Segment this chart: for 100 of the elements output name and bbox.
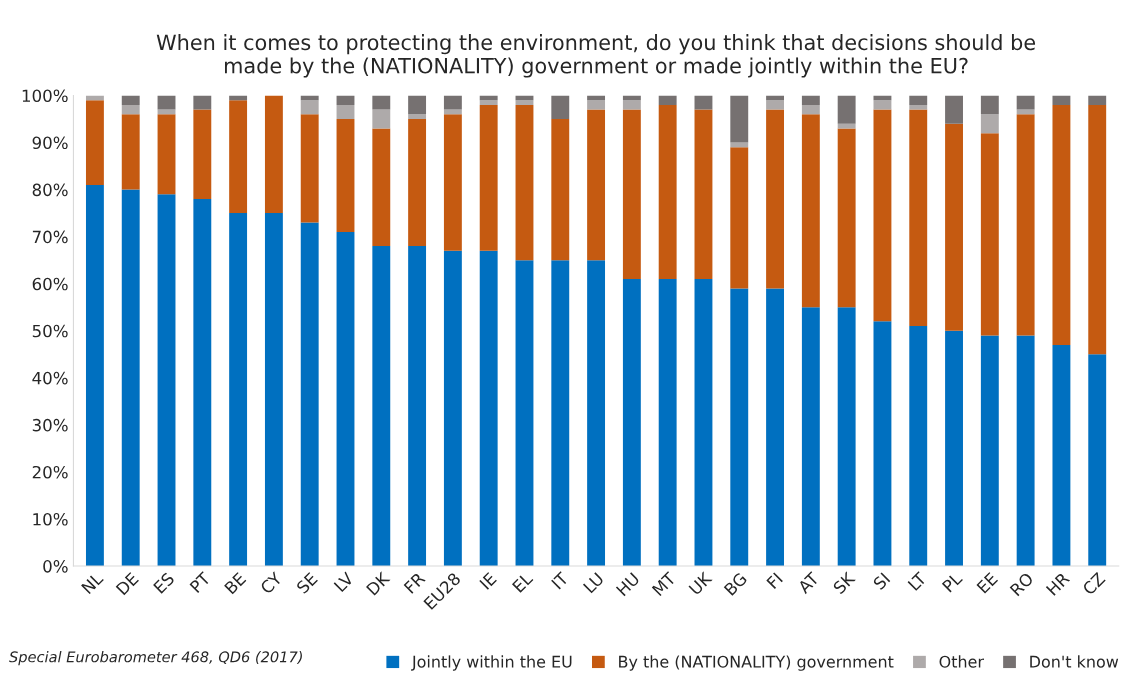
bar (801, 95, 820, 105)
bar (408, 95, 427, 115)
bar (479, 250, 498, 567)
bar (622, 100, 641, 110)
bar (909, 104, 928, 110)
bar (873, 100, 892, 110)
y-tick-label: 80% (32, 183, 68, 197)
bar (300, 114, 319, 223)
x-tick-label: EE (976, 572, 999, 594)
x-tick-label: EL (511, 571, 534, 593)
bar (909, 326, 928, 567)
x-tick-label: BG (723, 572, 748, 596)
bar (372, 109, 391, 129)
bar (408, 246, 427, 567)
bar (193, 109, 212, 200)
bar (515, 260, 534, 567)
bar (980, 335, 999, 567)
bar (587, 100, 606, 110)
bar (443, 114, 462, 251)
x-tick-label: IE (479, 572, 497, 590)
y-tick-label: 20% (32, 465, 68, 479)
bar (801, 104, 820, 115)
x-tick-label: FI (766, 572, 783, 589)
bar (801, 114, 820, 308)
bar (121, 104, 140, 115)
y-tick-label: 90% (32, 136, 68, 150)
x-tick-label: LT (907, 571, 928, 591)
x-tick-label: BE (224, 572, 247, 595)
bar (443, 95, 462, 110)
x-tick-label: IT (551, 571, 570, 590)
x-tick-label: PT (189, 571, 212, 594)
bar (372, 128, 391, 247)
bar (587, 260, 606, 567)
bar (85, 184, 104, 567)
bar (1016, 95, 1035, 110)
bar (229, 213, 248, 567)
bar (1052, 344, 1071, 567)
bar (837, 128, 856, 308)
bar (622, 279, 641, 567)
bar (443, 250, 462, 567)
x-tick-label: SK (832, 570, 857, 595)
x-tick-label: RO (1009, 571, 1035, 597)
bar (837, 95, 856, 124)
bar (1088, 104, 1107, 355)
bar (157, 114, 176, 195)
bar (479, 104, 498, 251)
y-tick-label: 50% (32, 324, 68, 338)
bar (909, 95, 928, 105)
x-tick-label: LV (333, 571, 355, 593)
bar (837, 307, 856, 567)
x-tick-label: PL (941, 571, 963, 593)
bar (980, 95, 999, 115)
bar (766, 100, 785, 110)
bar (694, 109, 713, 280)
x-tick-label: DK (366, 571, 391, 596)
bar (909, 109, 928, 327)
x-tick-label: MT (651, 571, 677, 597)
bar (264, 213, 283, 567)
bar (551, 119, 570, 261)
x-tick-label: DE (115, 572, 139, 596)
bar (801, 307, 820, 567)
bar (300, 222, 319, 567)
y-tick-label: 0% (43, 560, 68, 573)
bar (1052, 104, 1071, 345)
bar (658, 279, 677, 567)
bar (300, 100, 319, 115)
bar (121, 114, 140, 190)
x-tick-label: CY (259, 571, 284, 595)
x-tick-label: ES (152, 571, 175, 594)
bar (730, 147, 749, 289)
bar (229, 100, 248, 214)
bar (766, 288, 785, 567)
bar (873, 109, 892, 322)
bar (658, 95, 677, 105)
bar (408, 119, 427, 247)
chart-title: When it comes to protecting the environment, do you think that decisions should be made by the (NATIONALITY) government or made jointly within the EU? (156, 34, 1036, 78)
bar (766, 109, 785, 289)
bar (336, 104, 355, 120)
bar (551, 260, 570, 567)
bar (372, 95, 391, 110)
legend-label: By the (NATIONALITY) government (619, 655, 894, 671)
x-tick-label: SE (295, 571, 319, 595)
bar (945, 330, 963, 567)
x-tick-label: LU (582, 572, 605, 594)
bar (980, 114, 999, 134)
bar (372, 246, 391, 567)
x-tick-label: HR (1045, 571, 1071, 596)
bar (336, 95, 355, 105)
bar (264, 95, 283, 214)
bar (157, 95, 176, 110)
bar (873, 321, 892, 567)
bar (1088, 95, 1107, 105)
bar (193, 199, 212, 567)
bar (694, 279, 713, 567)
x-tick-label: CZ (1081, 571, 1106, 596)
bar (730, 288, 749, 567)
bar (193, 95, 212, 110)
bar (980, 133, 999, 336)
x-tick-label: AT (796, 571, 820, 595)
bar (121, 95, 140, 105)
